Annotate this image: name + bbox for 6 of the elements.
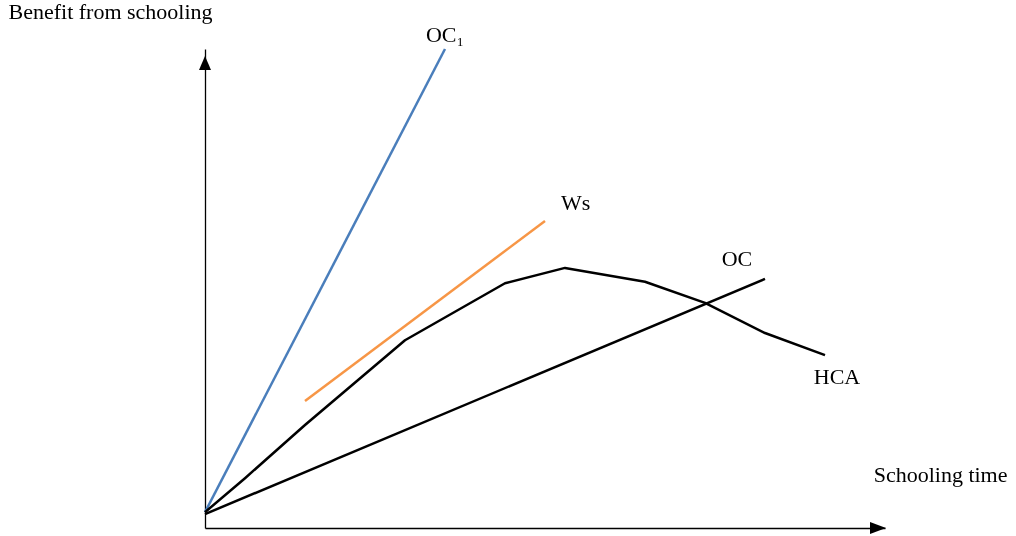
- x-axis-title: Schooling time: [873, 461, 1008, 487]
- series-label: OC: [721, 245, 753, 271]
- series-label: Ws: [561, 189, 591, 215]
- series-label: HCA: [813, 364, 861, 390]
- series-label: OC₁: [425, 22, 465, 47]
- y-axis-title: Benefit from schooling: [8, 0, 213, 24]
